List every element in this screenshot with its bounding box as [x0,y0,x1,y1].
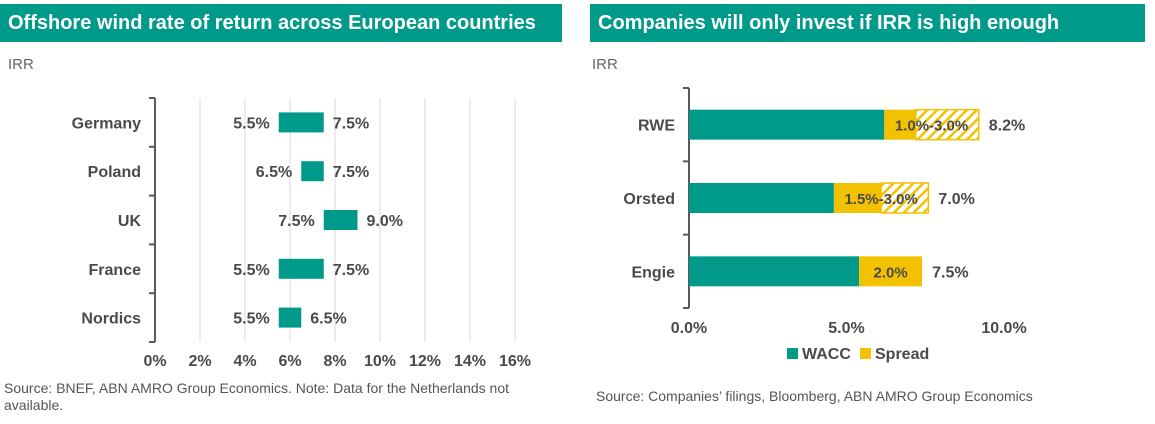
category-label: RWE [638,118,675,135]
low-value-label: 7.5% [278,213,314,230]
spread-bar-min [833,183,882,213]
category-label: UK [118,213,142,230]
spread-bar-min [884,109,916,140]
high-value-label: 7.5% [333,115,369,132]
right-unit-label: IRR [592,56,618,73]
x-tick-label: 4% [233,353,256,370]
low-value-label: 5.5% [233,311,269,328]
category-label: France [89,262,142,279]
x-tick-label: 0% [143,353,166,370]
wacc-bar [689,256,860,287]
right-chart-title: Companies will only invest if IRR is hig… [590,4,1145,42]
category-label: Nordics [81,311,141,328]
wacc-bar [689,183,834,213]
left-range-chart: 0% 2% 4% 6% 8% 10% 12% 14% 16% Germany 5.5% 7.5% Pol… [72,97,531,370]
spread-label: 1.0%-3.0% [895,118,968,135]
right-stacked-chart: 0.0% 5.0% 10.0% RWE 1.0%-3.0% 8.2% Orsted 1.5%-… [623,87,1027,363]
low-value-label: 6.5% [256,164,292,181]
x-tick-label: 14% [454,353,486,370]
left-unit-label: IRR [8,56,34,73]
legend-swatch-spread [860,348,871,359]
high-value-label: 7.5% [333,164,369,181]
left-source-note: Source: BNEF, ABN AMRO Group Economics. … [4,380,510,413]
left-chart-panel: Offshore wind rate of return across Euro… [0,0,566,424]
spread-label: 2.0% [873,264,907,281]
x-tick-label: 2% [188,353,211,370]
range-bar [278,307,302,328]
x-tick-label: 10% [364,353,396,370]
range-bar [278,258,324,279]
legend-swatch-wacc [787,348,798,359]
range-bar [323,210,358,230]
high-value-label: 7.5% [333,262,369,279]
range-bar [301,161,324,182]
high-value-label: 9.0% [367,213,403,230]
category-label: Poland [88,164,141,181]
total-label: 7.0% [938,191,974,208]
x-tick-label: 6% [278,353,301,370]
range-bar [278,112,324,133]
spread-bar-range-hatched [880,182,930,214]
spread-label: 1.5%-3.0% [844,191,917,208]
total-label: 7.5% [932,264,968,281]
category-label: Germany [72,115,141,132]
right-chart-panel: Companies will only invest if IRR is hig… [590,0,1155,424]
total-label: 8.2% [989,118,1025,135]
x-tick-label: 0.0% [671,320,707,337]
legend-label-wacc: WACC [802,346,851,363]
x-tick-label: 8% [323,353,346,370]
category-label: Orsted [623,191,675,208]
category-label: Engie [631,264,675,281]
left-chart-title: Offshore wind rate of return across Euro… [0,4,562,42]
wacc-bar [689,109,885,140]
x-tick-label: 5.0% [828,320,864,337]
low-value-label: 5.5% [233,115,269,132]
spread-bar-range-hatched [915,108,980,141]
x-tick-label: 10.0% [981,320,1026,337]
high-value-label: 6.5% [310,311,346,328]
x-tick-label: 16% [499,353,531,370]
legend-label-spread: Spread [875,346,929,363]
right-source-note: Source: Companies’ filings, Bloomberg, A… [596,388,1033,404]
spread-bar-min [859,256,923,287]
x-tick-label: 12% [409,353,441,370]
low-value-label: 5.5% [233,262,269,279]
